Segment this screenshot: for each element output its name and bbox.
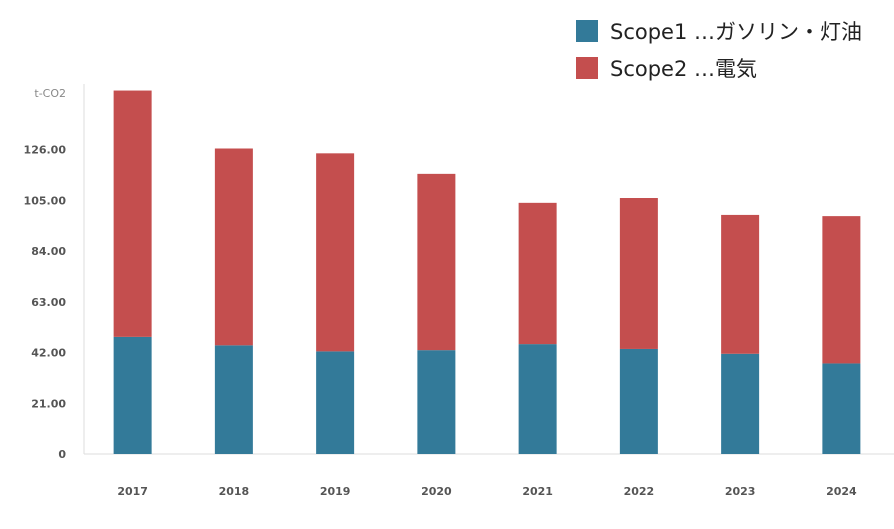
y-tick-label: 105.00: [24, 194, 67, 207]
bar-segment-scope2: [822, 216, 861, 364]
bar-segment-scope1: [214, 345, 253, 454]
legend-item-scope1: Scope1 …ガソリン・灯油: [576, 18, 862, 44]
legend-swatch-scope2: [576, 57, 598, 79]
x-tick-label: 2020: [421, 485, 452, 498]
x-tick-label: 2017: [117, 485, 148, 498]
legend-label-scope2: Scope2 …電気: [610, 57, 758, 81]
y-tick-label: 0: [58, 448, 66, 461]
bar-segment-scope2: [113, 90, 152, 337]
x-tick-label: 2024: [826, 485, 857, 498]
x-tick-label: 2023: [725, 485, 756, 498]
bar-segment-scope2: [619, 198, 658, 349]
bar-segment-scope1: [316, 351, 355, 454]
legend: Scope1 …ガソリン・灯油 Scope2 …電気: [576, 18, 862, 92]
y-tick-label: 21.00: [31, 397, 66, 410]
bar-segment-scope1: [822, 363, 861, 454]
bar-segment-scope2: [214, 148, 253, 346]
y-tick-label: 84.00: [31, 245, 66, 258]
bar-segment-scope2: [316, 153, 355, 352]
legend-swatch-scope1: [576, 20, 598, 42]
x-tick-label: 2022: [624, 485, 655, 498]
y-tick-label: 126.00: [24, 144, 67, 157]
x-tick-label: 2019: [320, 485, 351, 498]
y-axis-unit-label: t-CO2: [34, 87, 66, 100]
bar-segment-scope1: [518, 344, 557, 454]
x-tick-label: 2018: [219, 485, 250, 498]
y-tick-label: 63.00: [31, 296, 66, 309]
y-tick-label: 42.00: [31, 347, 66, 360]
bar-segment-scope1: [417, 350, 456, 454]
bar-segment-scope2: [518, 202, 557, 345]
legend-item-scope2: Scope2 …電気: [576, 55, 862, 81]
y-tick-labels: 0 21.00 42.00 63.00 84.00 105.00 126.00: [24, 144, 67, 461]
x-tick-labels: 2017 2018 2019 2020 2021 2022 2023 2024: [117, 485, 857, 498]
bars: [113, 90, 861, 454]
legend-label-scope1: Scope1 …ガソリン・灯油: [610, 20, 863, 44]
bar-segment-scope1: [113, 336, 152, 454]
x-tick-label: 2021: [522, 485, 553, 498]
bar-segment-scope2: [721, 214, 760, 354]
bar-segment-scope2: [417, 173, 456, 351]
bar-segment-scope1: [619, 348, 658, 454]
bar-segment-scope1: [721, 353, 760, 454]
